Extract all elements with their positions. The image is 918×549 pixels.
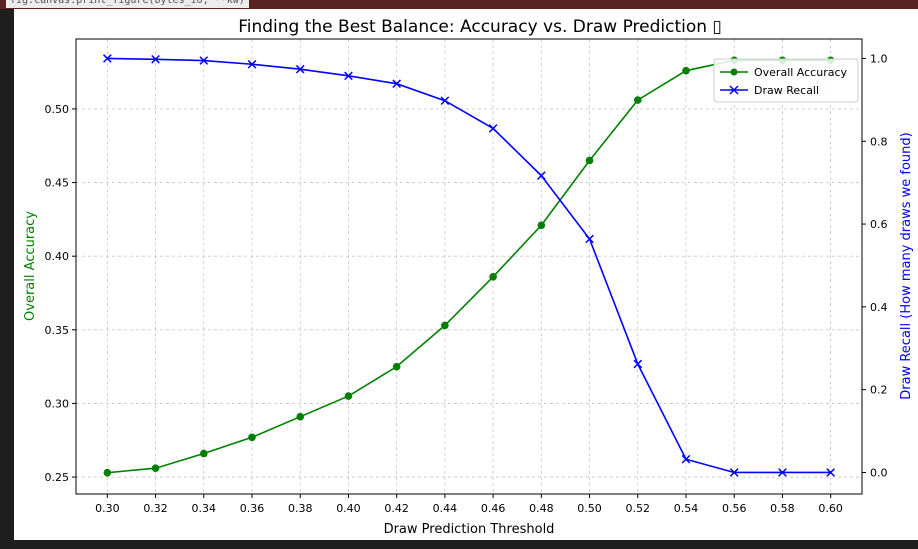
recall-point [633, 359, 643, 369]
accuracy-point [344, 392, 353, 400]
y-axis-right-label: Draw Recall (How many draws we found) [899, 132, 914, 399]
y-right-tick-label: 0.8 [870, 135, 888, 148]
legend-accuracy-marker [730, 68, 738, 76]
y-left-tick-label: 0.50 [45, 103, 70, 116]
recall-point [199, 56, 209, 65]
recall-point [585, 234, 594, 244]
plot-frame [75, 38, 863, 495]
accuracy-point [585, 156, 594, 165]
recall-point [440, 96, 450, 106]
x-tick-label: 0.42 [384, 502, 409, 515]
accuracy-point [199, 449, 208, 458]
series-line-0 [107, 59, 831, 474]
figure-canvas: Finding the Best Balance: Accuracy vs. D… [14, 9, 918, 540]
legend: Overall Accuracy Draw Recall [713, 58, 859, 103]
x-tick-label: 0.32 [143, 502, 168, 515]
x-tick-label: 0.44 [433, 502, 458, 515]
accuracy-point [537, 221, 546, 230]
y-left-tick-label: 0.45 [45, 177, 70, 190]
recall-point [778, 468, 787, 477]
x-tick-label: 0.46 [481, 502, 506, 515]
legend-accuracy-label: Overall Accuracy [754, 66, 848, 79]
accuracy-point [296, 412, 305, 421]
recall-point [537, 171, 546, 180]
accuracy-point [392, 362, 401, 371]
recall-point [151, 54, 160, 64]
y-left-tick-label: 0.25 [45, 471, 70, 484]
legend-box [713, 58, 859, 103]
y-right-tick-label: 0.0 [870, 466, 888, 479]
x-tick-label: 0.50 [577, 502, 602, 515]
x-tick-label: 0.52 [626, 502, 651, 515]
code-snippet: fig.canvas.print_figure(bytes_io, **kw) [6, 0, 249, 8]
x-tick-label: 0.56 [722, 502, 747, 515]
notebook-output-header: fig.canvas.print_figure(bytes_io, **kw) [0, 0, 918, 9]
recall-point [729, 468, 739, 477]
accuracy-point [248, 433, 256, 442]
x-tick-label: 0.60 [818, 502, 843, 515]
x-axis-label: Draw Prediction Threshold [384, 522, 555, 537]
recall-point [295, 64, 305, 74]
legend-recall-marker [729, 85, 739, 95]
x-tick-label: 0.36 [240, 502, 265, 515]
recall-point [681, 454, 691, 464]
recall-point [344, 71, 353, 81]
series-line-1 [107, 57, 831, 474]
accuracy-point [633, 96, 642, 104]
x-tick-label: 0.58 [770, 502, 795, 515]
accuracy-point [489, 273, 497, 281]
legend-recall-label: Draw Recall [754, 84, 819, 97]
y-right-tick-label: 0.6 [870, 218, 888, 231]
x-tick-label: 0.34 [192, 502, 217, 515]
y-left-tick-label: 0.35 [45, 324, 70, 337]
x-tick-label: 0.54 [674, 502, 699, 515]
recall-point [392, 79, 401, 89]
x-tick-label: 0.30 [95, 502, 120, 515]
recall-point [488, 124, 498, 133]
accuracy-point [682, 66, 690, 75]
y-axis-left-label: Overall Accuracy [23, 211, 38, 321]
y-left-tick-label: 0.40 [45, 250, 70, 263]
y-right-tick-label: 0.2 [870, 384, 888, 397]
recall-point [826, 468, 835, 477]
accuracy-recall-chart: Finding the Best Balance: Accuracy vs. D… [14, 9, 918, 540]
recall-point [103, 54, 112, 63]
y-left-tick-label: 0.30 [45, 397, 70, 410]
x-tick-label: 0.38 [288, 502, 313, 515]
accuracy-point [441, 321, 449, 330]
accuracy-point [151, 464, 160, 473]
chart-title: Finding the Best Balance: Accuracy vs. D… [238, 17, 722, 37]
x-tick-label: 0.40 [336, 502, 361, 515]
x-tick-label: 0.48 [529, 502, 554, 515]
recall-point [247, 59, 257, 69]
accuracy-point [103, 468, 112, 477]
notebook-footer [0, 540, 918, 549]
y-right-tick-label: 0.4 [870, 301, 888, 314]
y-right-tick-label: 1.0 [870, 52, 888, 65]
